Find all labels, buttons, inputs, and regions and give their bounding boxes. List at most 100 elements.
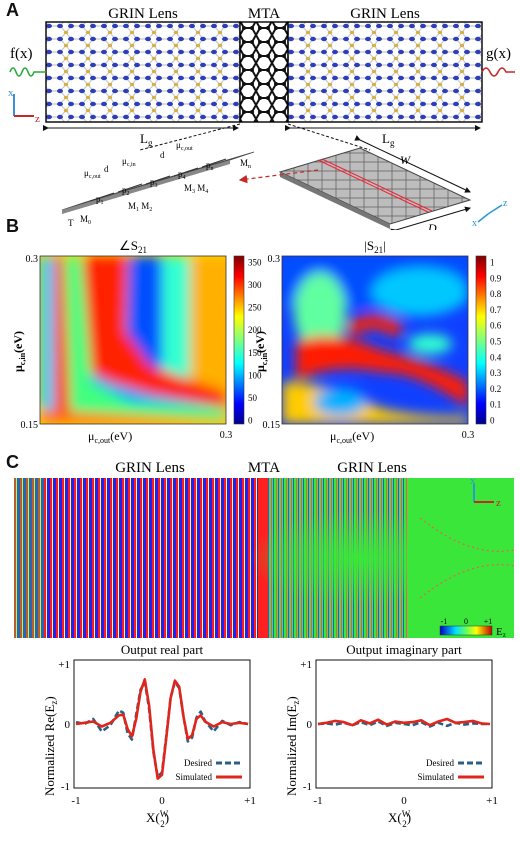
real-xtick-right: +1 (244, 795, 256, 807)
real-legend-desired: Desired (184, 758, 212, 768)
phase-colorbar-tick: 0 (248, 416, 253, 426)
phase-title: ∠S21 (119, 238, 147, 255)
phase-colorbar (233, 255, 245, 425)
magnitude-ylabel: μc,in(eV) (253, 331, 269, 372)
panel-letter-b: B (6, 216, 19, 236)
mn-label: Mn (240, 158, 251, 170)
real-ylabel: Normalized Re(Ez) (42, 696, 59, 796)
phase-colorbar-tick: 150 (248, 348, 262, 358)
field-colorbar-tick-neg: -1 (441, 617, 448, 626)
magnitude-colorbar-tick: 0.5 (490, 337, 502, 347)
phase-colorbar-tick: 300 (248, 280, 262, 290)
magnitude-colorbar-tick: 0.6 (490, 321, 502, 331)
imag-ytick-bottom: -1 (303, 781, 312, 793)
magnitude-colorbar-tick: 1 (490, 258, 495, 268)
imag-xtick-left: -1 (313, 795, 322, 807)
mu-in-label: μc,in (122, 156, 136, 168)
input-function-label: f(x) (10, 46, 33, 62)
grin-lens-left-lattice (45, 21, 241, 123)
field-axis-z-label: z (496, 497, 501, 509)
field-mta-label: MTA (248, 460, 280, 476)
grin-lens-right-label: GRIN Lens (350, 6, 420, 22)
p4-label: p4 (178, 169, 186, 181)
phase-heatmap (40, 256, 226, 424)
output-wave-icon (481, 67, 515, 77)
m3m4-label: M3 M4 (184, 183, 208, 195)
series-simulated-line (317, 717, 491, 727)
real-ytick-bottom: -1 (61, 781, 70, 793)
magnitude-y-top-tick: 0.3 (268, 254, 281, 265)
imag-legend-desired: Desired (426, 758, 454, 768)
mta-lattice (239, 21, 289, 123)
phase-colorbar-tick: 350 (248, 258, 262, 268)
m1m2-label: M1 M2 (128, 201, 152, 213)
gap-d-label-1: d (104, 164, 109, 174)
imag-ylabel: Normalized Im(Ez) (284, 696, 301, 796)
axis-x-label: x (8, 87, 14, 99)
magnitude-xlabel: μc,out(eV) (330, 429, 374, 445)
input-wave-icon (9, 67, 46, 77)
axis3d-x-label: x (472, 218, 477, 229)
panel-letter-c: C (6, 452, 19, 472)
gap-d-label-2: d (160, 150, 165, 160)
phase-colorbar-tick: 200 (248, 325, 262, 335)
panel-a-schematic: GRIN Lens MTA GRIN Lens f(x) g(x) x z Lg… (8, 6, 515, 230)
field-colorbar-label: Ez (496, 626, 506, 638)
field-grin-right-label: GRIN Lens (337, 460, 407, 476)
mu-out-label-2: μc,out (176, 140, 193, 152)
imag-legend: Desired Simulated (418, 758, 484, 782)
magnitude-colorbar-tick: 0.4 (490, 352, 502, 362)
real-xlabel: X(W 2) (146, 809, 169, 829)
real-ytick-mid: 0 (65, 719, 71, 731)
imag-xtick-mid: 0 (401, 795, 407, 807)
mta-label: MTA (248, 6, 280, 22)
real-xtick-mid: 0 (159, 795, 165, 807)
phase-y-top-tick: 0.3 (26, 254, 39, 265)
magnitude-heatmap-frame (281, 255, 469, 425)
thickness-label: T (68, 218, 74, 228)
mu-out-label-1: μc,out (84, 168, 101, 180)
field-colorbar-tick-pos: +1 (484, 617, 493, 626)
field-axis-x-label: x (470, 475, 476, 487)
magnitude-colorbar-tick: 0.2 (490, 384, 501, 394)
imag-xlabel: X(W 2) (388, 809, 411, 829)
imag-ytick-mid: 0 (307, 719, 313, 731)
lg-right-label: Lg (382, 131, 395, 148)
panel-c-line-plots: Output real part +1 0 -1 -1 0 +1 Normali… (42, 642, 498, 829)
magnitude-colorbar (475, 255, 487, 425)
lg-left-label: Lg (140, 131, 153, 148)
field-grin-left-label: GRIN Lens (115, 460, 185, 476)
magnitude-colorbar-tick: 0.1 (490, 400, 501, 410)
phase-colorbar-ticks: 350 300 250 200 150 100 50 0 (248, 258, 262, 426)
p2-label: p2 (122, 185, 130, 197)
grin-lens-right-lattice (287, 21, 483, 123)
phase-colorbar-tick: 100 (248, 370, 262, 380)
axis3d-z-label: z (503, 198, 508, 209)
field-distribution (14, 478, 515, 638)
grin-lens-left-label: GRIN Lens (108, 6, 178, 22)
phase-y-bottom-tick: 0.15 (21, 420, 39, 431)
phase-colorbar-tick: 50 (248, 393, 258, 403)
panel-b-heatmaps: 350 300 250 200 150 100 50 0 1 0.9 0.8 0.7 0.6 0.5 0.… (11, 238, 502, 445)
real-plot-title: Output real part (121, 642, 204, 657)
imag-plot-title: Output imaginary part (346, 642, 462, 657)
real-plot-area (75, 678, 249, 780)
width-dimension (354, 135, 471, 193)
magnitude-x-right-tick: 0.3 (462, 430, 475, 441)
axis3d-z-arrow-icon (487, 204, 503, 215)
magnitude-colorbar-tick: 0.3 (490, 368, 502, 378)
p3-label: p3 (150, 177, 158, 189)
width-label: W (400, 153, 411, 167)
series-simulated-line (75, 678, 249, 780)
phase-ylabel: μc,in(eV) (11, 331, 27, 372)
field-colorbar (439, 625, 493, 636)
axis-z-label: z (35, 113, 40, 125)
panel-c-field-map: GRIN Lens MTA GRIN Lens x z -1 0 +1 Ez (14, 460, 515, 638)
magnitude-title: |S21| (364, 238, 385, 255)
magnitude-y-bottom-tick: 0.15 (263, 420, 281, 431)
m0-label: M0 (80, 214, 91, 226)
magnitude-colorbar-tick: 0.7 (490, 305, 502, 315)
magnitude-heatmap (282, 256, 468, 424)
magnitude-colorbar-tick: 0.8 (490, 289, 502, 299)
real-legend: Desired Simulated (176, 758, 242, 782)
